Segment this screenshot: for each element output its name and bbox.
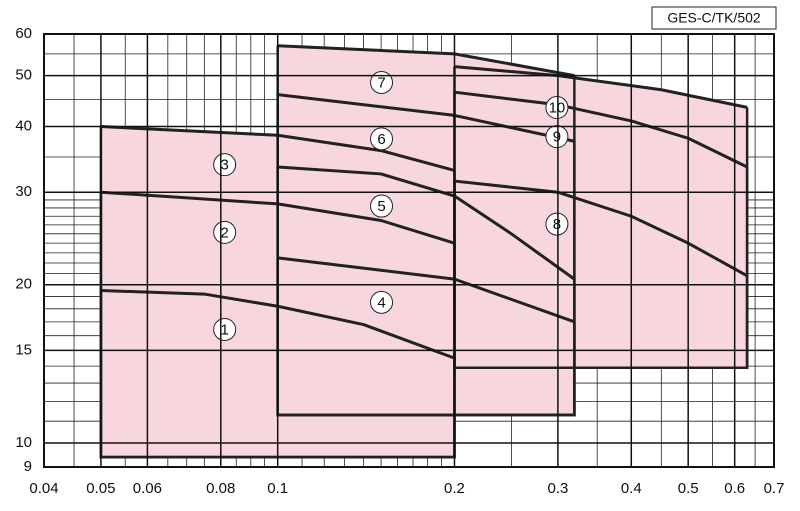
zone-area [454,66,748,368]
zone-label-circle [370,70,394,94]
zone-label: 3 [220,157,228,174]
x-tick-label: 0.7 [764,480,785,497]
y-tick-label: 9 [24,458,32,475]
zone-label-circle [545,212,569,236]
x-tick-label: 0.2 [444,480,465,497]
y-tick-label: 20 [15,276,32,293]
title-box [651,6,777,30]
zone-curve [454,65,748,109]
zone-label-circle [213,220,237,244]
x-tick-label: 0.06 [133,480,162,497]
zone-curve [100,125,455,172]
x-tick-label: 0.3 [547,480,568,497]
zone-label: 4 [377,294,385,311]
chart-title: GES-C/TK/502 [667,10,761,26]
y-tick-label: 60 [15,25,32,42]
zone-label-circle [370,127,394,151]
zone-label-circle [545,96,569,120]
zone-label: 2 [220,224,228,241]
y-tick-label: 15 [15,341,32,358]
zone-label: 6 [377,131,385,148]
x-tick-label: 0.08 [206,480,235,497]
zone-label-circle [213,317,237,341]
zone-label-circle [545,125,569,149]
zone-label-circle [370,194,394,218]
plot-frame [43,33,775,468]
x-tick-label: 0.04 [29,480,58,497]
zones [100,45,748,458]
zone-label: 8 [553,216,561,233]
x-tick-label: 0.05 [86,480,115,497]
x-tick-label: 0.6 [724,480,745,497]
x-tick-label: 0.4 [621,480,642,497]
y-tick-label: 50 [15,67,32,84]
zone-label-circle [213,153,237,177]
x-tick-label: 0.5 [678,480,699,497]
y-tick-label: 40 [15,118,32,135]
y-tick-label: 30 [15,183,32,200]
zone-label: 7 [377,74,385,91]
x-tick-label: 0.1 [267,480,288,497]
zone-label: 5 [377,198,385,215]
zone-label-circle [370,290,394,314]
zone-label: 9 [553,129,561,146]
y-tick-label: 10 [15,434,32,451]
zone-curve [100,190,455,245]
zone-label: 1 [220,321,228,338]
zone-label: 10 [549,99,566,116]
